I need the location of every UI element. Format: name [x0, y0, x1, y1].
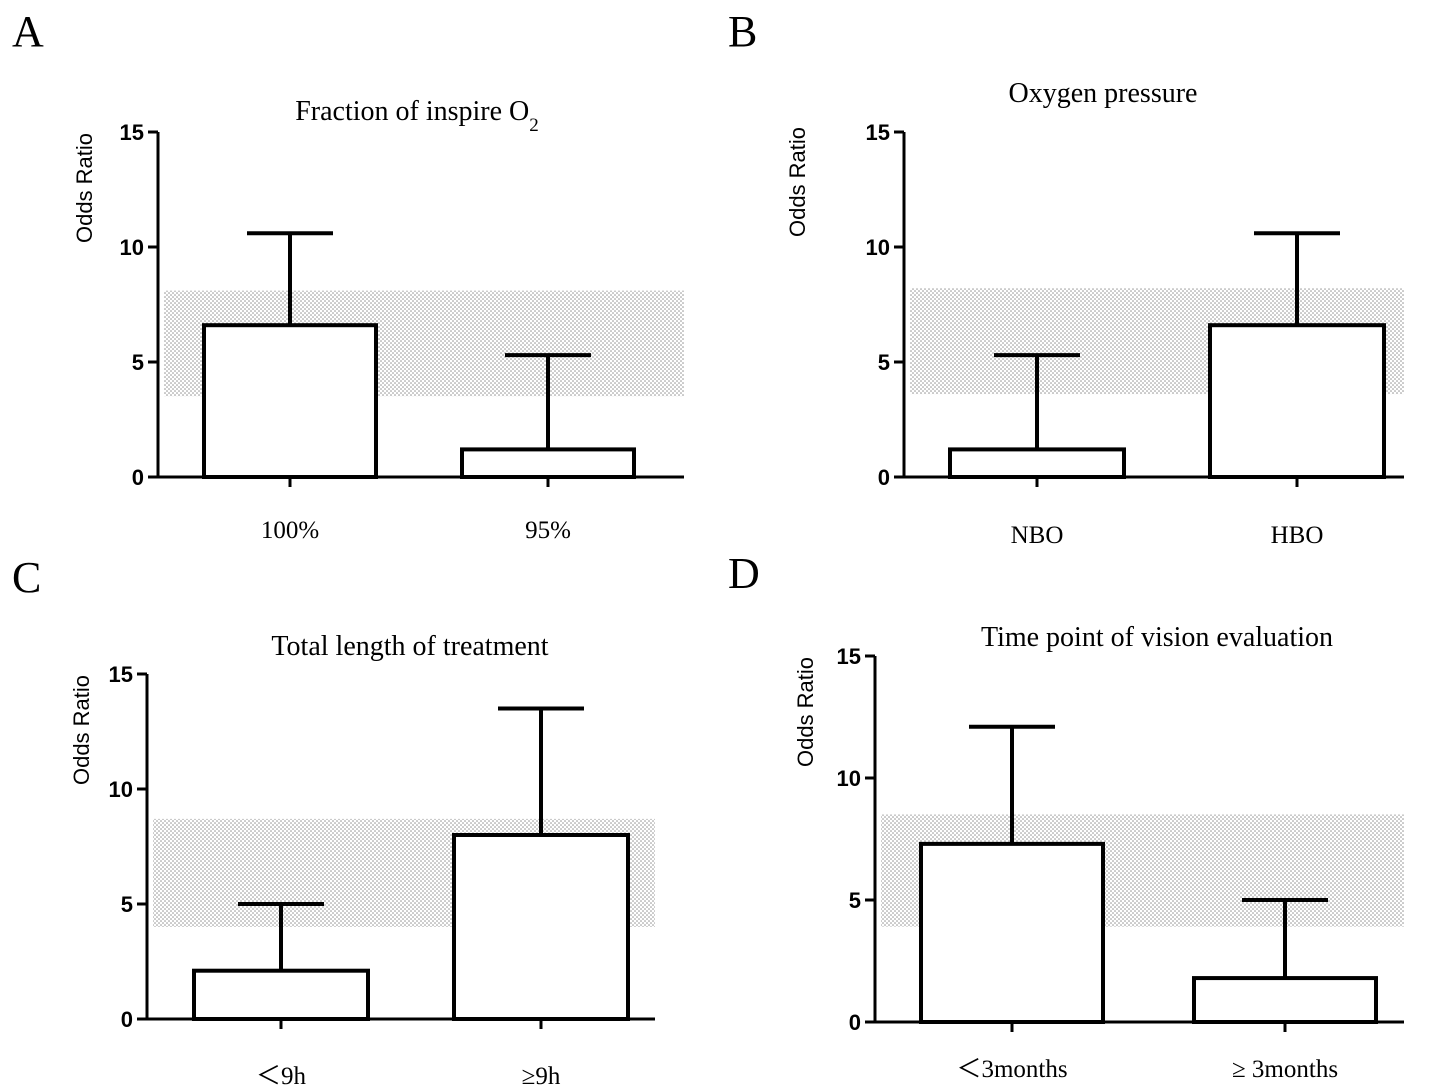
- panel-letter: C: [12, 553, 41, 602]
- y-tick-label: 10: [866, 235, 890, 260]
- x-tick-label: ＜9h: [256, 1063, 307, 1088]
- y-tick-label: 5: [132, 350, 144, 375]
- y-axis-label: Odds Ratio: [793, 657, 818, 767]
- bar-2: [1192, 976, 1378, 1025]
- bar-2: [452, 833, 630, 1021]
- chart-title: Total length of treatment: [271, 631, 548, 662]
- x-tick-label: HBO: [1271, 522, 1324, 549]
- bar-1: [919, 841, 1105, 1024]
- y-tick-label: 0: [132, 465, 144, 490]
- y-tick-label: 5: [878, 350, 890, 375]
- y-tick-label: 0: [878, 465, 890, 490]
- y-tick-label: 10: [120, 235, 144, 260]
- y-tick-label: 15: [866, 120, 890, 145]
- y-tick-label: 10: [109, 777, 133, 802]
- bar-2: [1208, 323, 1386, 480]
- x-tick-label: ＜3months: [956, 1056, 1067, 1083]
- panel-letter: A: [12, 7, 44, 56]
- y-tick-label: 5: [121, 892, 133, 917]
- panel-letter: B: [728, 7, 757, 56]
- chart-title: Time point of vision evaluation: [981, 622, 1333, 653]
- chart-title: Fraction of inspire O2: [295, 96, 539, 136]
- bar-1: [948, 447, 1126, 479]
- chart-title: Oxygen pressure: [1009, 78, 1198, 109]
- y-tick-label: 15: [109, 662, 133, 687]
- bar-1: [192, 968, 370, 1022]
- bar-2: [460, 447, 636, 479]
- chart-panel-d: D Time point of vision evaluation Odds Rat…: [728, 549, 1404, 1083]
- chart-panel-c: C Total length of treatment Odds Ratio 0 5 10…: [12, 553, 655, 1088]
- bar-1: [202, 323, 378, 480]
- chart-panel-b: B Oxygen pressure Odds Ratio 0 5 10 15 NBO HBO: [728, 7, 1404, 549]
- x-tick-label: 95%: [525, 517, 571, 544]
- x-tick-label: ≥9h: [522, 1063, 561, 1088]
- y-tick-label: 10: [837, 766, 861, 791]
- y-tick-label: 15: [837, 644, 861, 669]
- panel-letter: D: [728, 549, 760, 598]
- title-subscript: 2: [529, 115, 539, 136]
- chart-panel-a: A Fraction of inspire O2 Odds Ratio 0 5 10 15 1…: [12, 7, 684, 544]
- y-tick-label: 0: [849, 1010, 861, 1035]
- y-tick-label: 15: [120, 120, 144, 145]
- y-axis-label: Odds Ratio: [72, 133, 97, 243]
- y-axis-label: Odds Ratio: [785, 127, 810, 237]
- x-tick-label: NBO: [1011, 522, 1064, 549]
- y-tick-label: 0: [121, 1007, 133, 1032]
- x-tick-label: ≥ 3months: [1232, 1056, 1338, 1083]
- x-tick-label: 100%: [261, 517, 319, 544]
- y-tick-label: 5: [849, 888, 861, 913]
- y-axis-label: Odds Ratio: [69, 675, 94, 785]
